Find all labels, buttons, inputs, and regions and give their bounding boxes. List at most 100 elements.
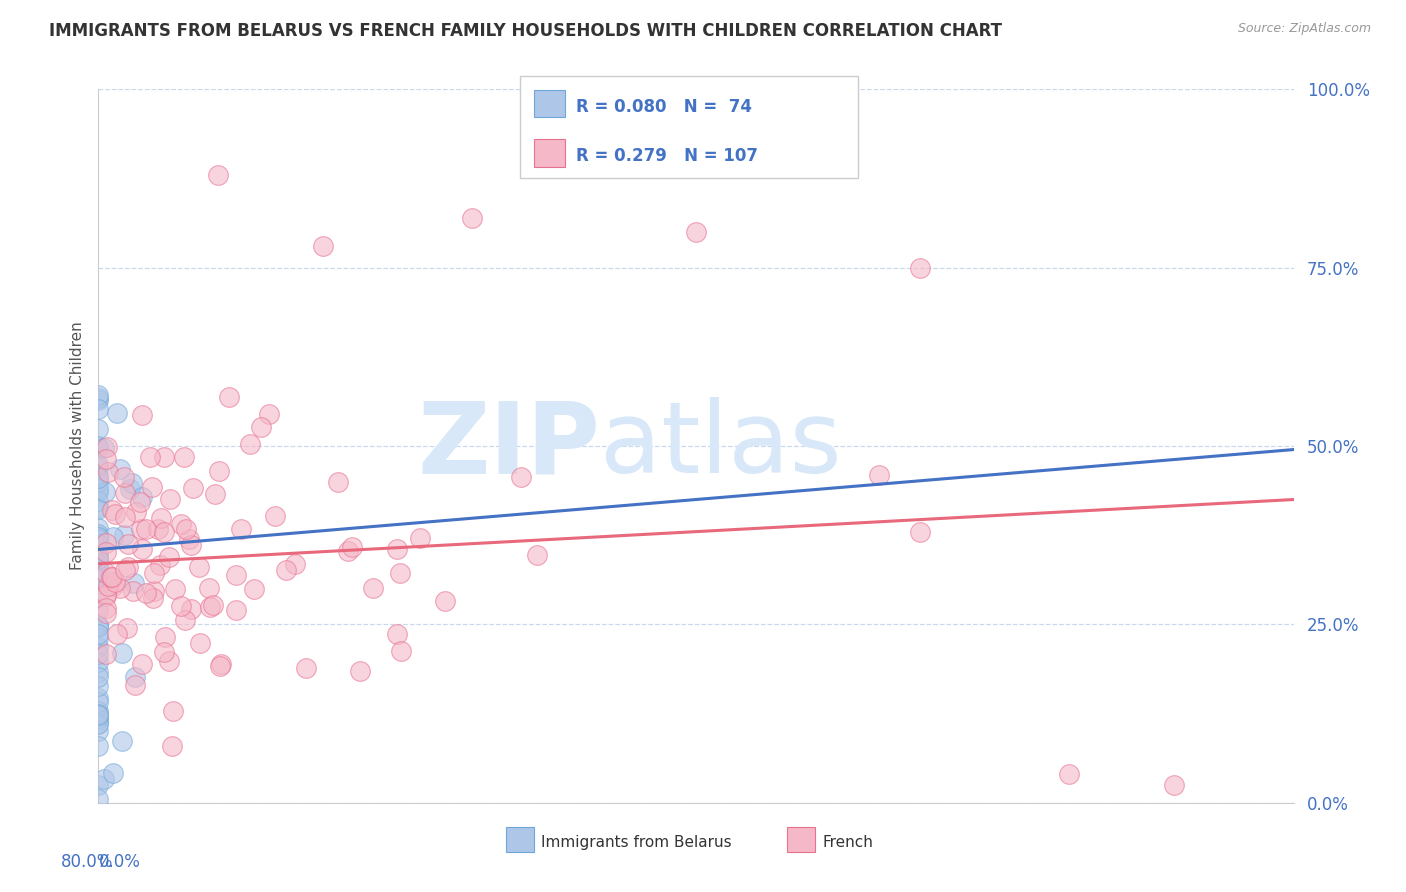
Point — [908, 260, 931, 275]
Point — [94, 536, 117, 550]
Point — [87, 401, 110, 416]
Point — [87, 549, 110, 564]
Point — [129, 522, 152, 536]
Point — [174, 613, 197, 627]
Point — [87, 461, 110, 475]
Point — [87, 500, 110, 514]
Point — [94, 648, 117, 662]
Point — [87, 521, 110, 535]
Point — [131, 490, 153, 504]
Point — [1059, 767, 1081, 781]
Point — [170, 517, 193, 532]
Point — [87, 577, 110, 591]
Point — [349, 664, 371, 678]
Point — [159, 491, 181, 506]
Point — [200, 599, 222, 614]
Point — [87, 717, 110, 731]
Point — [87, 482, 110, 496]
Point — [96, 440, 118, 454]
Point — [87, 422, 110, 436]
Point — [93, 772, 115, 786]
Point — [209, 657, 232, 671]
Point — [173, 450, 195, 465]
Point — [162, 704, 184, 718]
Point — [87, 620, 110, 634]
Point — [114, 486, 136, 500]
Point — [87, 391, 110, 405]
Point — [87, 547, 110, 561]
Point — [1163, 778, 1185, 792]
Point — [101, 579, 124, 593]
Point — [139, 450, 162, 464]
Point — [124, 678, 146, 692]
Point — [142, 566, 165, 581]
Point — [101, 530, 124, 544]
Point — [409, 532, 432, 546]
Point — [149, 511, 172, 525]
Point — [94, 451, 117, 466]
Point — [201, 598, 224, 612]
Point — [180, 539, 202, 553]
Point — [87, 528, 110, 542]
Text: 80.0%: 80.0% — [60, 853, 114, 871]
Point — [174, 522, 197, 536]
Point — [361, 582, 384, 596]
Point — [114, 563, 136, 577]
Point — [284, 557, 307, 571]
Point — [105, 406, 128, 420]
Point — [229, 523, 252, 537]
Point — [295, 660, 318, 674]
Point — [112, 469, 135, 483]
Text: IMMIGRANTS FROM BELARUS VS FRENCH FAMILY HOUSEHOLDS WITH CHILDREN CORRELATION CH: IMMIGRANTS FROM BELARUS VS FRENCH FAMILY… — [49, 22, 1002, 40]
Point — [135, 522, 157, 536]
Point — [118, 483, 141, 497]
Point — [117, 537, 139, 551]
Point — [87, 665, 110, 679]
Point — [204, 487, 226, 501]
Point — [311, 239, 333, 253]
Point — [104, 507, 127, 521]
Point — [93, 442, 115, 456]
Point — [461, 211, 484, 225]
Point — [87, 469, 110, 483]
Point — [87, 739, 110, 753]
Point — [129, 494, 152, 508]
Point — [121, 475, 143, 490]
Point — [391, 643, 413, 657]
Point — [274, 563, 297, 577]
Point — [87, 695, 110, 709]
Point — [122, 576, 145, 591]
Point — [87, 691, 110, 706]
Point — [142, 591, 165, 605]
Point — [117, 560, 139, 574]
Point — [87, 483, 110, 497]
Point — [87, 704, 110, 718]
Point — [87, 475, 110, 489]
Point — [143, 583, 166, 598]
Point — [93, 485, 115, 500]
Point — [207, 168, 229, 182]
Point — [87, 619, 110, 633]
Point — [170, 599, 193, 613]
Point — [908, 524, 931, 539]
Point — [257, 407, 280, 421]
Point — [385, 627, 408, 641]
Point — [225, 568, 247, 582]
Point — [105, 627, 128, 641]
Point — [87, 530, 110, 544]
Point — [152, 450, 174, 464]
Point — [87, 707, 110, 722]
Point — [97, 579, 120, 593]
Point — [239, 437, 262, 451]
Text: Source: ZipAtlas.com: Source: ZipAtlas.com — [1237, 22, 1371, 36]
Point — [94, 544, 117, 558]
Point — [87, 679, 110, 693]
Point — [125, 505, 148, 519]
Point — [101, 570, 124, 584]
Point — [87, 573, 110, 587]
Point — [87, 388, 110, 402]
Point — [526, 548, 548, 562]
Point — [209, 659, 232, 673]
Text: R = 0.080   N =  74: R = 0.080 N = 74 — [576, 97, 752, 116]
Point — [87, 537, 110, 551]
